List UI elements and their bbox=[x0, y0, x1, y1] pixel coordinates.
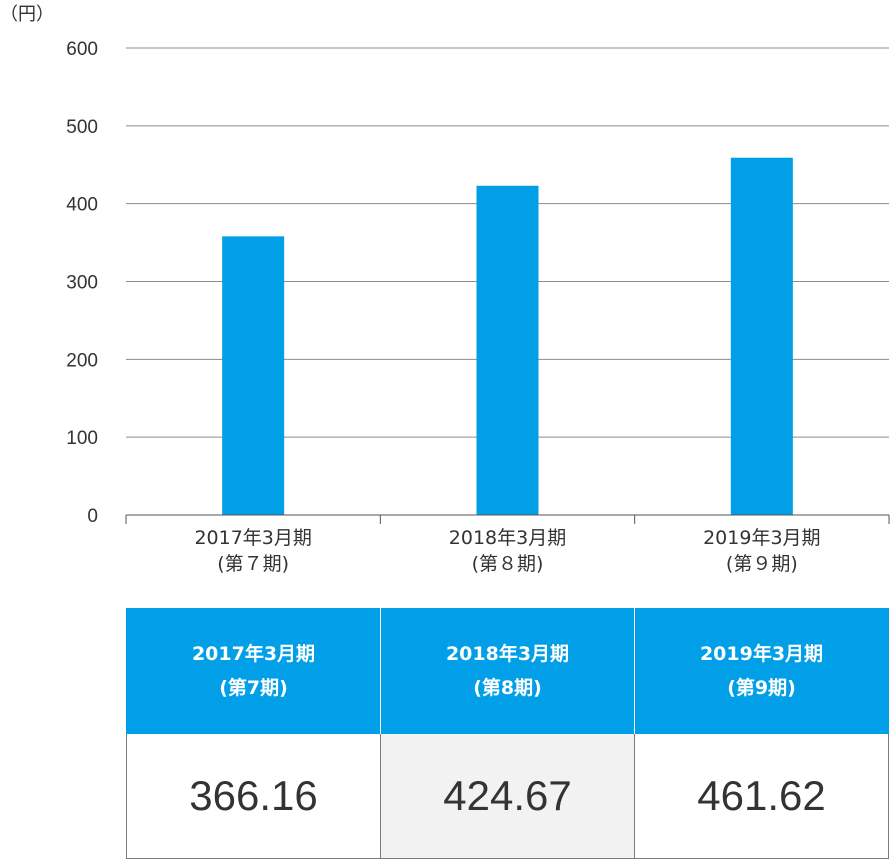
table-value-cell: 424.67 bbox=[380, 734, 635, 859]
x-tick-sublabel: (第９期) bbox=[726, 553, 798, 575]
x-tick-label: 2019年3月期 bbox=[703, 527, 820, 549]
table-header-cell: 2017年3月期 (第7期) bbox=[126, 608, 381, 734]
table-header-cell: 2018年3月期 (第8期) bbox=[380, 608, 635, 734]
table-value-cell: 366.16 bbox=[126, 734, 381, 859]
table-value-cell: 461.62 bbox=[634, 734, 889, 859]
y-tick-label: 0 bbox=[87, 506, 98, 527]
x-tick-label: 2018年3月期 bbox=[449, 527, 566, 549]
y-tick-label: 500 bbox=[66, 117, 98, 138]
y-tick-label: 300 bbox=[66, 273, 98, 294]
table-header-period: 2019年3月期 bbox=[699, 643, 824, 665]
x-tick-sublabel: (第７期) bbox=[217, 553, 289, 575]
x-tick-label: 2017年3月期 bbox=[194, 527, 311, 549]
values-table: 2017年3月期 (第7期) 2018年3月期 (第8期) 2019年3月期 (… bbox=[126, 608, 889, 859]
bar bbox=[730, 157, 793, 515]
bar bbox=[476, 185, 539, 515]
table-header-cell: 2019年3月期 (第9期) bbox=[634, 608, 889, 734]
x-tick-sublabel: (第８期) bbox=[472, 553, 544, 575]
table-row: 366.16 424.67 461.62 bbox=[126, 734, 889, 859]
bar-chart: （円） 0 100 200 300 400 500 600 2017年3月期 (第７期) 2018… bbox=[0, 4, 890, 575]
y-axis-unit-label: （円） bbox=[0, 4, 54, 25]
table-header-term: (第7期) bbox=[219, 677, 288, 699]
y-tick-label: 200 bbox=[66, 350, 98, 371]
table-header-period: 2018年3月期 bbox=[445, 643, 570, 665]
table-header-period: 2017年3月期 bbox=[191, 643, 316, 665]
y-tick-label: 600 bbox=[66, 39, 98, 60]
bar bbox=[222, 236, 285, 515]
table-header-term: (第9期) bbox=[727, 677, 796, 699]
y-tick-label: 400 bbox=[66, 195, 98, 216]
table-header-row: 2017年3月期 (第7期) 2018年3月期 (第8期) 2019年3月期 (… bbox=[126, 608, 889, 734]
table-header-term: (第8期) bbox=[473, 677, 542, 699]
y-tick-label: 100 bbox=[66, 428, 98, 449]
